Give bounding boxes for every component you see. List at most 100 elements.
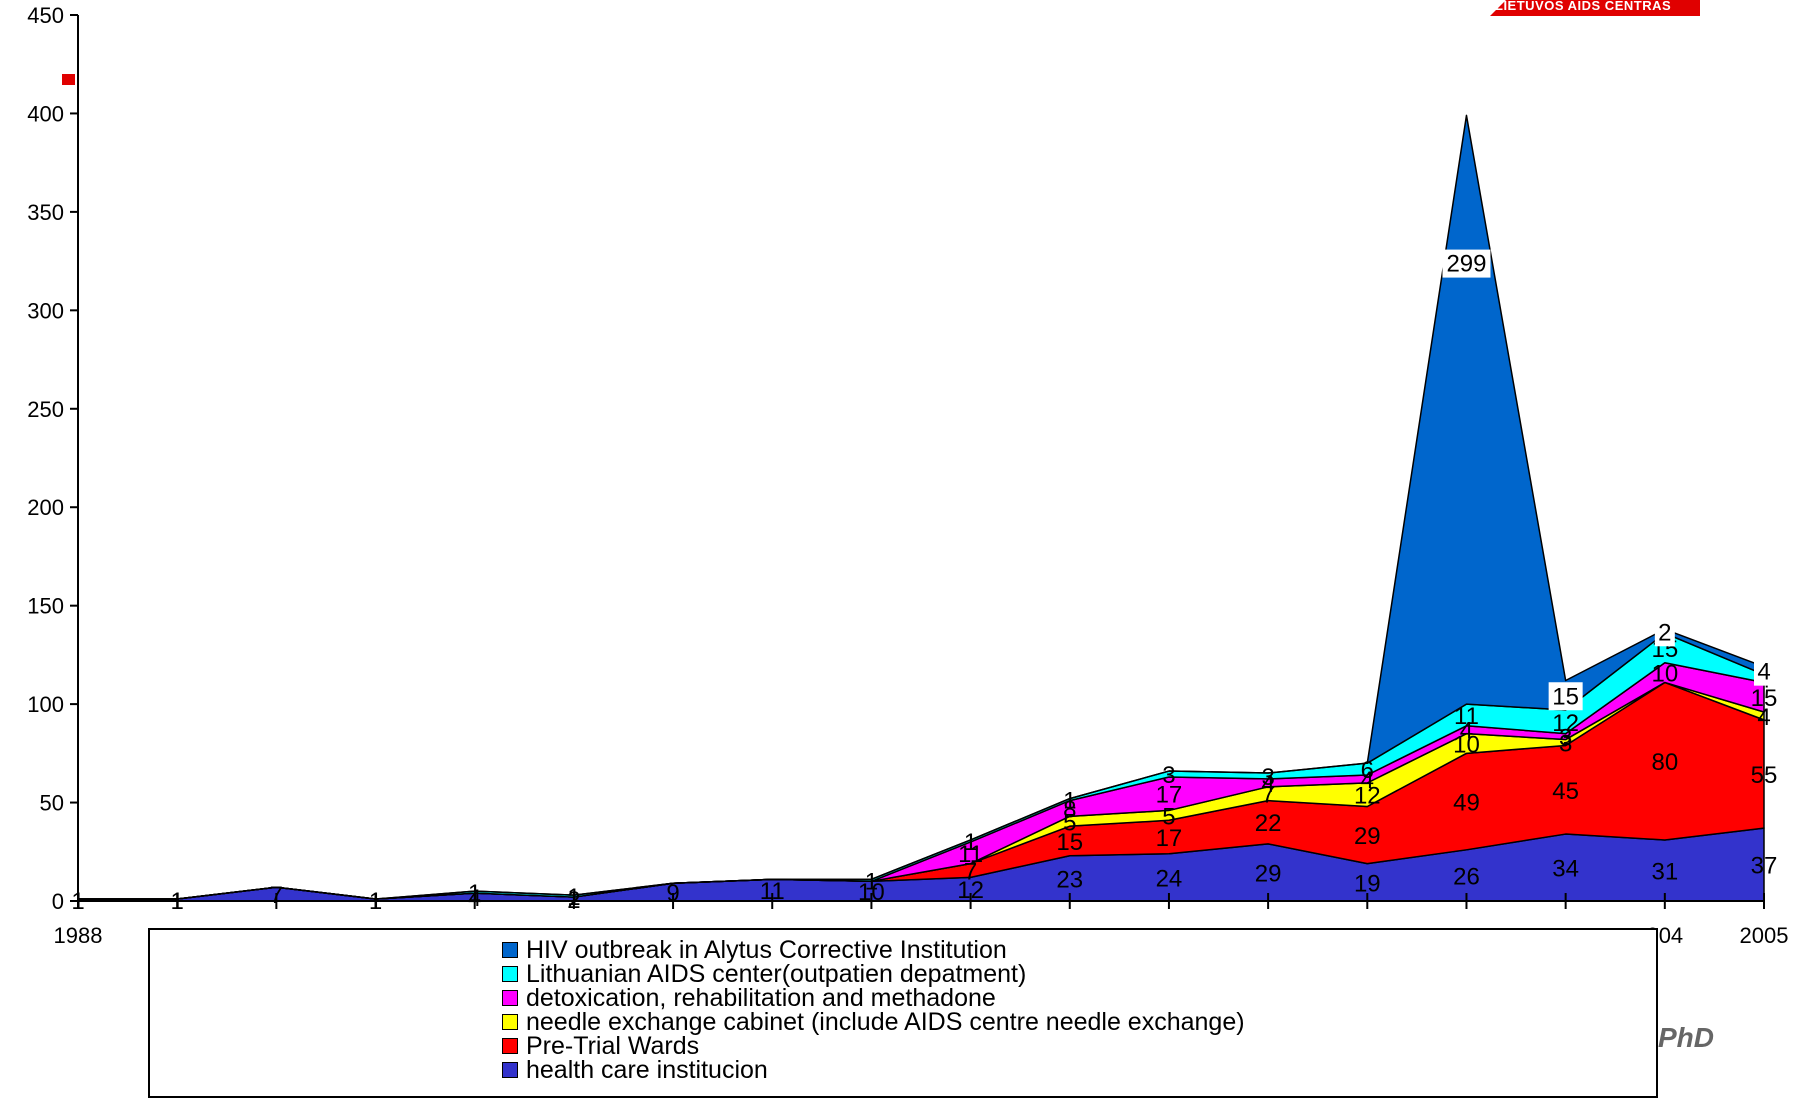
data-label: 12: [957, 877, 984, 904]
y-tick-label: 350: [27, 200, 64, 225]
data-label: 15: [1056, 829, 1083, 856]
data-label: 2: [567, 887, 580, 914]
legend-label: Pre-Trial Wards: [526, 1032, 700, 1060]
data-label: 10: [1651, 661, 1678, 688]
y-axis: 0 50 100 150 200 250 300 350 400 450: [27, 3, 79, 914]
data-label: 29: [1255, 860, 1282, 887]
series-areas: [77, 114, 1765, 902]
legend-item: Lithuanian AIDS center(outpatien depatme…: [502, 960, 1245, 988]
legend-label: needle exchange cabinet (include AIDS ce…: [526, 1008, 1245, 1036]
y-tick-label: 250: [27, 397, 64, 422]
data-label: 1: [468, 880, 481, 907]
legend-label: Lithuanian AIDS center(outpatien depatme…: [526, 960, 1027, 988]
data-label: 12: [1552, 710, 1579, 737]
data-label: 26: [1453, 863, 1480, 890]
legend-label: detoxication, rehabilitation and methado…: [526, 984, 996, 1012]
data-label: 9: [666, 880, 679, 907]
data-label: 1: [71, 888, 84, 915]
data-label: 34: [1552, 856, 1579, 883]
data-label: 1: [567, 884, 580, 911]
data-label: 11: [760, 878, 785, 905]
legend-item: detoxication, rehabilitation and methado…: [502, 984, 1245, 1012]
data-label: 11: [1454, 703, 1479, 730]
data-label: 4: [468, 885, 481, 912]
data-label: 4: [1757, 704, 1770, 731]
y-tick-label: 0: [52, 889, 64, 914]
data-label: 7: [964, 858, 977, 885]
data-label: 8: [1063, 796, 1076, 823]
x-tick-label: 2005: [1740, 923, 1789, 948]
red-marker-shape: [62, 74, 75, 85]
data-label: 23: [1056, 866, 1083, 893]
legend-swatch: [502, 990, 518, 1006]
legend-swatch: [502, 942, 518, 958]
legend-item: Pre-Trial Wards: [502, 1032, 1245, 1060]
data-label: 10: [858, 879, 885, 906]
data-label: 10: [1453, 731, 1480, 758]
data-label: 45: [1552, 778, 1579, 805]
data-label: 22: [1255, 810, 1282, 837]
data-label: 37: [1751, 853, 1778, 880]
data-label: 55: [1751, 762, 1778, 789]
data-label: 3: [1261, 764, 1274, 791]
data-label-box: [1442, 249, 1491, 278]
legend-swatch: [502, 1062, 518, 1078]
y-tick-label: 150: [27, 594, 64, 619]
data-label: 7: [270, 882, 283, 909]
legend-swatch: [502, 1038, 518, 1054]
y-tick-label: 100: [27, 692, 64, 717]
data-label: 1: [865, 868, 878, 895]
author-fragment: PhD: [1658, 1022, 1714, 1053]
x-tick-label: 1988: [54, 923, 103, 948]
legend-label: HIV outbreak in Alytus Corrective Instit…: [526, 936, 1007, 964]
data-label: 1: [170, 888, 183, 915]
legend-item: HIV outbreak in Alytus Corrective Instit…: [502, 936, 1245, 964]
data-label: 31: [1651, 858, 1678, 885]
data-label: 3: [1162, 762, 1175, 789]
legend-list: HIV outbreak in Alytus Corrective Instit…: [502, 936, 1245, 1084]
data-label-box: [1548, 682, 1583, 711]
data-label: 7: [1261, 782, 1274, 809]
y-tick-label: 400: [27, 101, 64, 126]
chart-legend: HIV outbreak in Alytus Corrective Instit…: [148, 928, 1658, 1098]
data-label: 3: [1559, 725, 1572, 752]
aids-centre-logo: [1490, 0, 1700, 16]
data-label: 4: [1460, 718, 1473, 745]
y-tick-label: 200: [27, 495, 64, 520]
legend-swatch: [502, 966, 518, 982]
data-label: 12: [1354, 783, 1381, 810]
y-tick-label: 450: [27, 3, 64, 28]
data-label: 4: [1261, 771, 1274, 798]
data-label: 299: [1446, 251, 1486, 278]
data-label: 5: [1063, 809, 1076, 836]
logo-text: LIETUVOS AIDS CENTRAS: [1495, 0, 1672, 13]
legend-item: needle exchange cabinet (include AIDS ce…: [502, 1008, 1245, 1036]
data-label: 17: [1156, 782, 1183, 809]
data-label: 2: [1658, 619, 1671, 646]
data-label: 5: [1162, 803, 1175, 830]
legend-label: health care institucion: [526, 1056, 768, 1084]
data-label: 1: [369, 888, 382, 915]
data-label: 15: [1552, 683, 1579, 710]
legend-swatch: [502, 1014, 518, 1030]
data-label: 49: [1453, 790, 1480, 817]
data-label: 80: [1651, 749, 1678, 776]
data-label-box: [1654, 618, 1675, 647]
data-label: 6: [1361, 757, 1374, 784]
data-label: 15: [1751, 685, 1778, 712]
data-label: 3: [1559, 731, 1572, 758]
data-label: 17: [1156, 825, 1183, 852]
data-label-box: [1754, 657, 1774, 686]
data-label: 1: [1063, 788, 1076, 815]
y-tick-label: 300: [27, 298, 64, 323]
legend-item: health care institucion: [502, 1056, 1245, 1084]
data-label: 29: [1354, 823, 1381, 850]
data-label: 24: [1156, 865, 1183, 892]
data-label: 19: [1354, 870, 1381, 897]
data-label: 11: [958, 841, 983, 868]
data-label: 1: [964, 829, 977, 856]
data-label: 4: [1361, 767, 1374, 794]
y-tick-label: 50: [40, 791, 64, 816]
